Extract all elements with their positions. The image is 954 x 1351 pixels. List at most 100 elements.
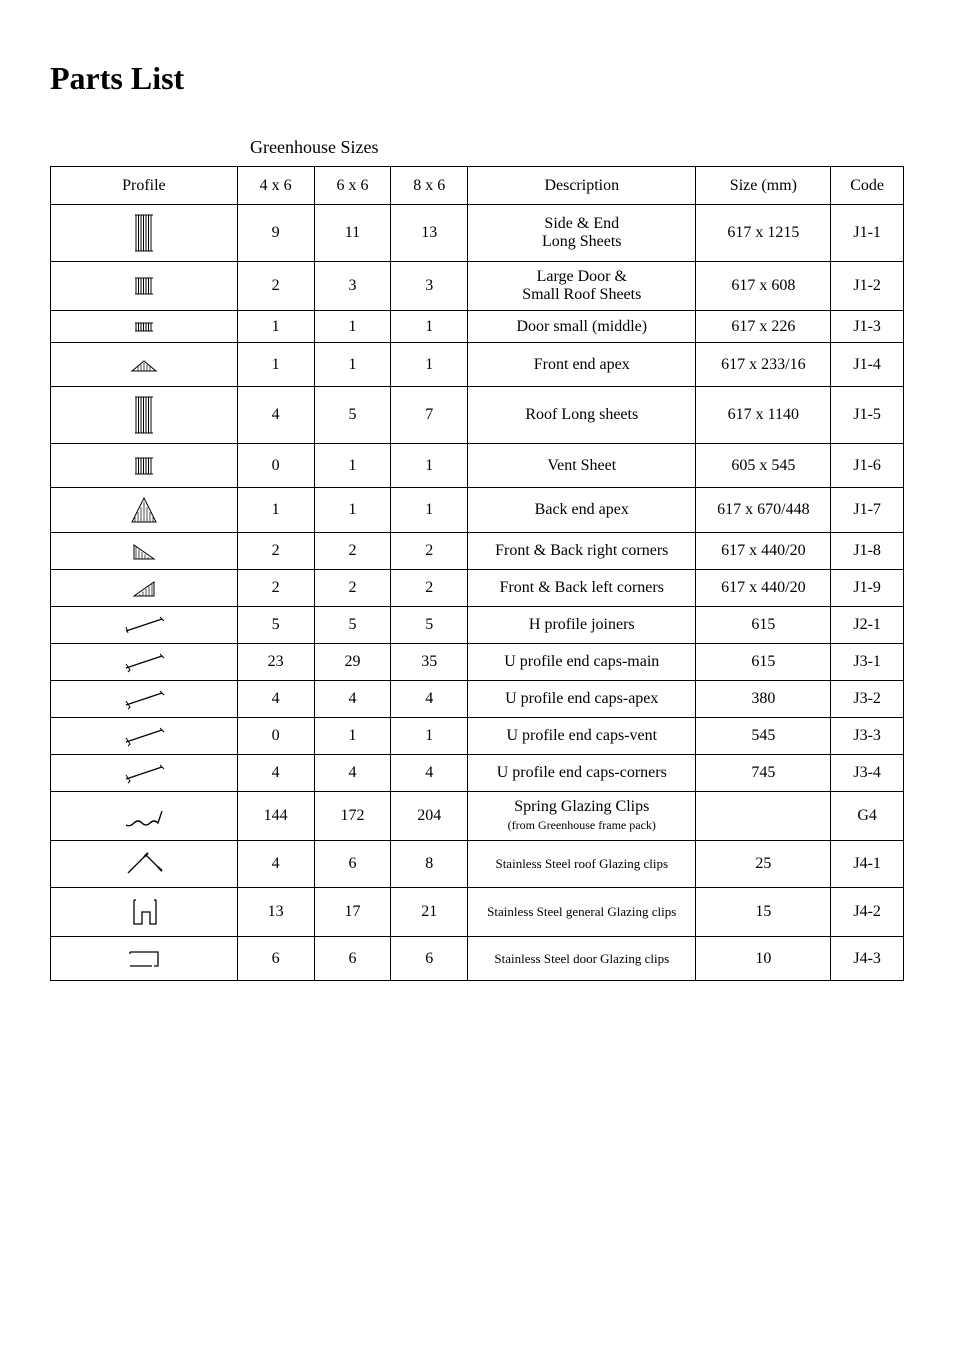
qty-cell: 1	[314, 311, 391, 343]
description-cell: Vent Sheet	[468, 444, 696, 488]
profile-icon	[51, 718, 238, 755]
size-cell: 605 x 545	[696, 444, 831, 488]
code-cell: J1-5	[831, 387, 904, 444]
qty-cell: 5	[314, 387, 391, 444]
qty-cell: 1	[237, 311, 314, 343]
qty-cell: 0	[237, 444, 314, 488]
qty-cell: 204	[391, 792, 468, 841]
qty-cell: 4	[391, 681, 468, 718]
table-row: 233Large Door &Small Roof Sheets617 x 60…	[51, 262, 904, 311]
qty-cell: 2	[314, 570, 391, 607]
code-cell: J1-8	[831, 533, 904, 570]
size-cell: 615	[696, 607, 831, 644]
profile-icon	[51, 387, 238, 444]
qty-cell: 5	[391, 607, 468, 644]
qty-cell: 1	[391, 488, 468, 533]
parts-table: Profile 4 x 6 6 x 6 8 x 6 Description Si…	[50, 166, 904, 981]
code-cell: J2-1	[831, 607, 904, 644]
table-row: 232935U profile end caps-main615J3-1	[51, 644, 904, 681]
table-row: 91113Side & EndLong Sheets617 x 1215J1-1	[51, 205, 904, 262]
qty-cell: 7	[391, 387, 468, 444]
page-title: Parts List	[50, 60, 904, 97]
table-row: 222Front & Back left corners617 x 440/20…	[51, 570, 904, 607]
header-4x6: 4 x 6	[237, 167, 314, 205]
table-row: 011U profile end caps-vent545J3-3	[51, 718, 904, 755]
profile-icon	[51, 937, 238, 981]
profile-icon	[51, 755, 238, 792]
size-cell: 745	[696, 755, 831, 792]
qty-cell: 0	[237, 718, 314, 755]
size-cell: 380	[696, 681, 831, 718]
qty-cell: 2	[391, 533, 468, 570]
table-row: 144172204Spring Glazing Clips(from Green…	[51, 792, 904, 841]
qty-cell: 6	[314, 841, 391, 888]
qty-cell: 1	[391, 718, 468, 755]
code-cell: J3-3	[831, 718, 904, 755]
header-6x6: 6 x 6	[314, 167, 391, 205]
size-cell: 617 x 1140	[696, 387, 831, 444]
code-cell: J1-1	[831, 205, 904, 262]
profile-icon	[51, 888, 238, 937]
code-cell: J4-3	[831, 937, 904, 981]
code-cell: J4-1	[831, 841, 904, 888]
table-row: 111Back end apex617 x 670/448J1-7	[51, 488, 904, 533]
header-description: Description	[468, 167, 696, 205]
qty-cell: 172	[314, 792, 391, 841]
table-row: 444U profile end caps-corners745J3-4	[51, 755, 904, 792]
size-cell: 545	[696, 718, 831, 755]
size-cell: 617 x 608	[696, 262, 831, 311]
description-cell: Front & Back right corners	[468, 533, 696, 570]
code-cell: J3-4	[831, 755, 904, 792]
profile-icon	[51, 488, 238, 533]
qty-cell: 13	[391, 205, 468, 262]
size-cell	[696, 792, 831, 841]
profile-icon	[51, 607, 238, 644]
description-cell: Stainless Steel roof Glazing clips	[468, 841, 696, 888]
description-cell: Side & EndLong Sheets	[468, 205, 696, 262]
qty-cell: 6	[237, 937, 314, 981]
profile-icon	[51, 343, 238, 387]
qty-cell: 1	[391, 444, 468, 488]
profile-icon	[51, 444, 238, 488]
profile-icon	[51, 262, 238, 311]
size-cell: 617 x 233/16	[696, 343, 831, 387]
table-row: 131721Stainless Steel general Glazing cl…	[51, 888, 904, 937]
qty-cell: 2	[237, 570, 314, 607]
header-code: Code	[831, 167, 904, 205]
qty-cell: 1	[391, 311, 468, 343]
code-cell: J1-4	[831, 343, 904, 387]
description-cell: Roof Long sheets	[468, 387, 696, 444]
size-cell: 10	[696, 937, 831, 981]
qty-cell: 21	[391, 888, 468, 937]
description-cell: U profile end caps-apex	[468, 681, 696, 718]
qty-cell: 6	[391, 937, 468, 981]
description-cell: U profile end caps-corners	[468, 755, 696, 792]
qty-cell: 29	[314, 644, 391, 681]
table-row: 555H profile joiners615J2-1	[51, 607, 904, 644]
qty-cell: 35	[391, 644, 468, 681]
qty-cell: 4	[237, 681, 314, 718]
description-cell: Stainless Steel general Glazing clips	[468, 888, 696, 937]
qty-cell: 1	[237, 343, 314, 387]
description-cell: Large Door &Small Roof Sheets	[468, 262, 696, 311]
profile-icon	[51, 644, 238, 681]
greenhouse-sizes-label: Greenhouse Sizes	[50, 137, 904, 158]
size-cell: 25	[696, 841, 831, 888]
profile-icon	[51, 205, 238, 262]
code-cell: J4-2	[831, 888, 904, 937]
qty-cell: 4	[391, 755, 468, 792]
table-row: 468Stainless Steel roof Glazing clips25J…	[51, 841, 904, 888]
qty-cell: 1	[314, 488, 391, 533]
qty-cell: 4	[237, 841, 314, 888]
description-cell: Front & Back left corners	[468, 570, 696, 607]
code-cell: G4	[831, 792, 904, 841]
qty-cell: 3	[314, 262, 391, 311]
description-cell: Spring Glazing Clips(from Greenhouse fra…	[468, 792, 696, 841]
table-row: 444U profile end caps-apex380J3-2	[51, 681, 904, 718]
description-cell: U profile end caps-vent	[468, 718, 696, 755]
code-cell: J1-7	[831, 488, 904, 533]
size-cell: 617 x 440/20	[696, 533, 831, 570]
header-profile: Profile	[51, 167, 238, 205]
header-size: Size (mm)	[696, 167, 831, 205]
qty-cell: 1	[314, 343, 391, 387]
